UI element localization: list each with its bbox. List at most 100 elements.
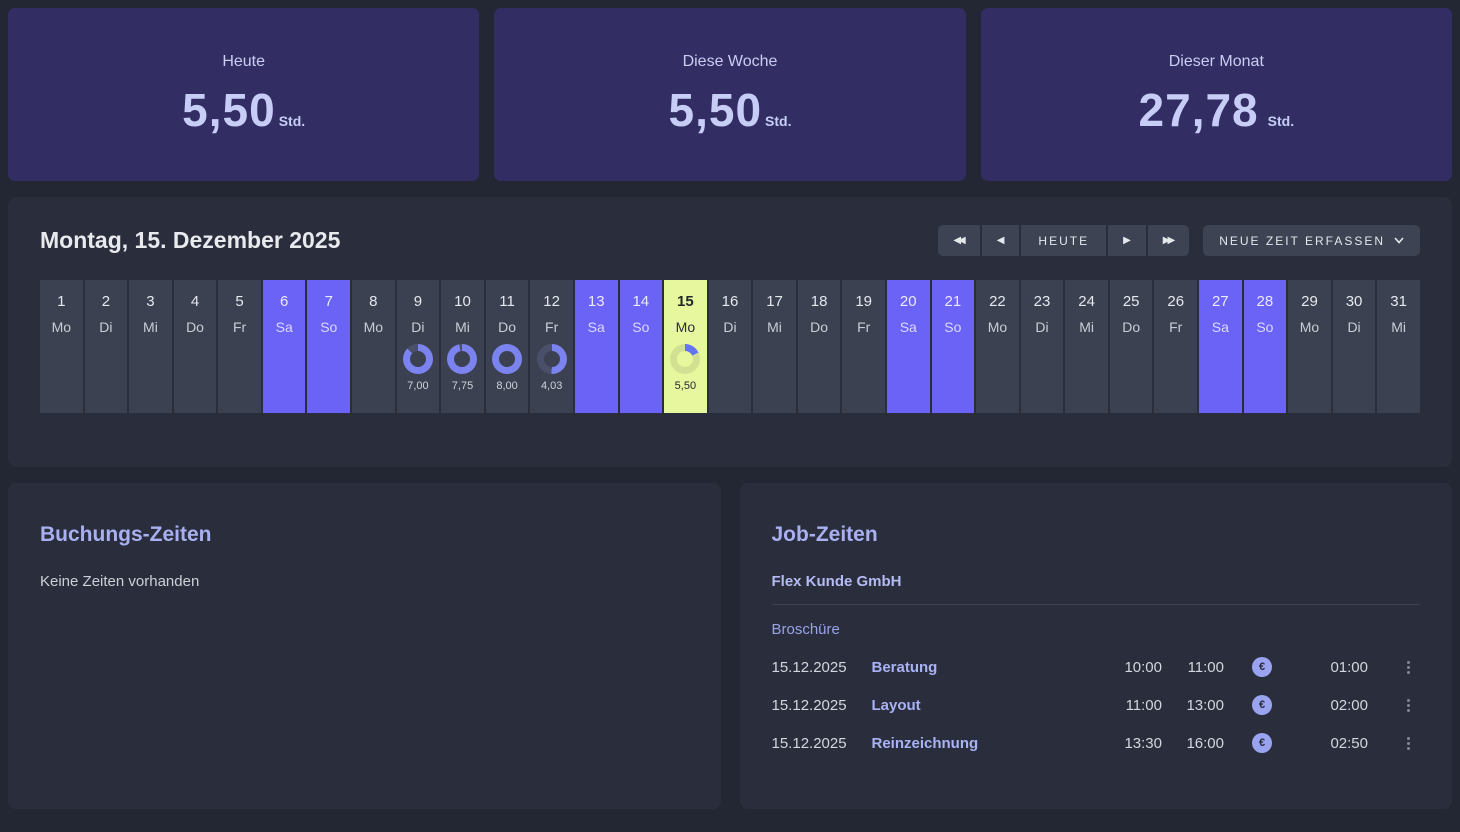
hours-donut-chart: [402, 344, 433, 374]
calendar-day-10[interactable]: 10 Mi 7,75: [441, 280, 484, 413]
day-number: 19: [855, 293, 873, 310]
day-weekday: Mo: [51, 319, 72, 335]
calendar-day-4[interactable]: 4 Do: [173, 280, 217, 413]
kebab-menu-icon[interactable]: [1396, 736, 1420, 750]
new-time-entry-label: NEUE ZEIT ERFASSEN: [1219, 233, 1385, 248]
calendar-day-16[interactable]: 16 Di: [708, 280, 752, 413]
billable-euro-icon: €: [1252, 733, 1272, 753]
day-number: 2: [101, 293, 111, 310]
calendar-day-27[interactable]: 27 Sa: [1199, 280, 1242, 413]
day-weekday: Do: [498, 319, 517, 335]
calendar-day-12[interactable]: 12 Fr 4,03: [530, 280, 573, 413]
hours-donut-chart: [536, 344, 567, 374]
day-hours-value: 4,03: [540, 380, 563, 392]
calendar-day-15[interactable]: 15 Mo 5,50: [664, 280, 707, 413]
calendar-day-11[interactable]: 11 Do 8,00: [485, 280, 529, 413]
calendar-day-24[interactable]: 24 Mi: [1065, 280, 1108, 413]
calendar-day-25[interactable]: 25 Do: [1109, 280, 1153, 413]
day-weekday: Mo: [363, 319, 384, 335]
calendar-day-31[interactable]: 31 Mi: [1377, 280, 1420, 413]
job-row-end-time: 16:00: [1186, 734, 1224, 752]
day-weekday: Sa: [899, 319, 917, 335]
calendar-day-30[interactable]: 30 Di: [1332, 280, 1376, 413]
nav-last-button[interactable]: ▶▶: [1147, 225, 1190, 256]
day-number: 27: [1211, 293, 1229, 310]
card-this-month-value: 27,78: [1138, 83, 1259, 136]
calendar-day-9[interactable]: 9 Di 7,00: [396, 280, 440, 413]
calendar-day-19[interactable]: 19 Fr: [842, 280, 885, 413]
day-weekday: Mi: [1079, 319, 1094, 335]
day-number: 10: [454, 293, 471, 310]
calendar-day-6[interactable]: 6 Sa: [262, 280, 306, 413]
calendar-day-14[interactable]: 14 So: [619, 280, 663, 413]
calendar-day-18[interactable]: 18 Do: [797, 280, 841, 413]
job-row-end-time: 11:00: [1187, 658, 1224, 676]
nav-first-button[interactable]: ◀◀: [938, 225, 980, 256]
day-number: 6: [280, 293, 289, 310]
day-number: 16: [721, 293, 739, 310]
day-number: 14: [632, 293, 650, 310]
calendar-day-8[interactable]: 8 Mo: [352, 280, 395, 413]
calendar-day-23[interactable]: 23 Di: [1020, 280, 1064, 413]
kebab-menu-icon[interactable]: [1396, 660, 1420, 674]
day-weekday: Mi: [1391, 319, 1407, 335]
customer-name: Flex Kunde GmbH: [771, 573, 902, 590]
day-weekday: Di: [99, 319, 113, 335]
job-row-task[interactable]: Beratung: [871, 658, 938, 676]
calendar-day-3[interactable]: 3 Mi: [129, 280, 172, 413]
card-this-week-unit: Std.: [765, 112, 792, 129]
day-weekday: Di: [1347, 319, 1361, 335]
day-weekday: Mi: [767, 319, 782, 335]
job-row-date: 15.12.2025: [771, 658, 847, 676]
day-weekday: Mo: [987, 319, 1008, 335]
calendar-nav-group: ◀◀ ◀ HEUTE ▶ ▶▶: [938, 225, 1190, 256]
card-this-month-label: Dieser Monat: [1168, 52, 1264, 70]
nav-prev-button[interactable]: ◀: [981, 225, 1020, 256]
job-row-end-time: 13:00: [1186, 696, 1224, 714]
calendar-day-29[interactable]: 29 Mo: [1288, 280, 1331, 413]
day-number: 25: [1122, 293, 1140, 310]
job-row-task[interactable]: Layout: [871, 696, 921, 714]
day-weekday: So: [1256, 319, 1274, 335]
job-time-rows: 15.12.2025 Beratung 10:00 11:00 €01:00 15.12.…: [772, 648, 1421, 762]
job-row-task[interactable]: Reinzeichnung: [871, 734, 979, 752]
today-button[interactable]: HEUTE: [1021, 225, 1107, 256]
calendar-day-20[interactable]: 20 Sa: [886, 280, 930, 413]
day-number: 30: [1345, 293, 1363, 310]
chevron-right-icon: ▶: [1123, 235, 1131, 246]
calendar-day-7[interactable]: 7 So: [307, 280, 351, 413]
nav-next-button[interactable]: ▶: [1108, 225, 1146, 256]
selected-date-title: Montag, 15. Dezember 2025: [40, 227, 341, 253]
calendar-day-5[interactable]: 5 Fr: [218, 280, 261, 413]
day-number: 26: [1167, 293, 1185, 310]
calendar-day-2[interactable]: 2 Di: [84, 280, 128, 413]
job-row-date: 15.12.2025: [771, 734, 847, 752]
calendar-day-13[interactable]: 13 Sa: [574, 280, 618, 413]
calendar-day-26[interactable]: 26 Fr: [1154, 280, 1198, 413]
day-number: 31: [1390, 293, 1407, 310]
day-number: 22: [989, 293, 1006, 310]
day-weekday: Sa: [587, 319, 605, 335]
day-hours-value: 8,00: [496, 380, 518, 392]
day-weekday: So: [632, 319, 650, 335]
day-number: 12: [543, 293, 560, 310]
chevron-left-icon: ◀: [996, 235, 1005, 246]
day-number: 23: [1033, 293, 1051, 310]
new-time-entry-button[interactable]: NEUE ZEIT ERFASSEN: [1203, 225, 1420, 256]
day-weekday: Di: [411, 319, 425, 335]
day-number: 5: [235, 293, 244, 310]
calendar-day-22[interactable]: 22 Mo: [976, 280, 1019, 413]
day-weekday: Do: [810, 319, 829, 335]
day-number: 24: [1078, 293, 1095, 310]
day-number: 21: [944, 293, 962, 310]
card-today-unit: Std.: [278, 112, 306, 129]
calendar-day-17[interactable]: 17 Mi: [753, 280, 796, 413]
kebab-menu-icon[interactable]: [1396, 698, 1420, 712]
double-chevron-left-icon: ◀◀: [953, 235, 966, 246]
calendar-day-28[interactable]: 28 So: [1243, 280, 1287, 413]
calendar-day-1[interactable]: 1 Mo: [40, 280, 83, 413]
day-number: 4: [190, 293, 200, 310]
card-this-week-label: Diese Woche: [682, 52, 778, 70]
calendar-day-21[interactable]: 21 So: [931, 280, 975, 413]
